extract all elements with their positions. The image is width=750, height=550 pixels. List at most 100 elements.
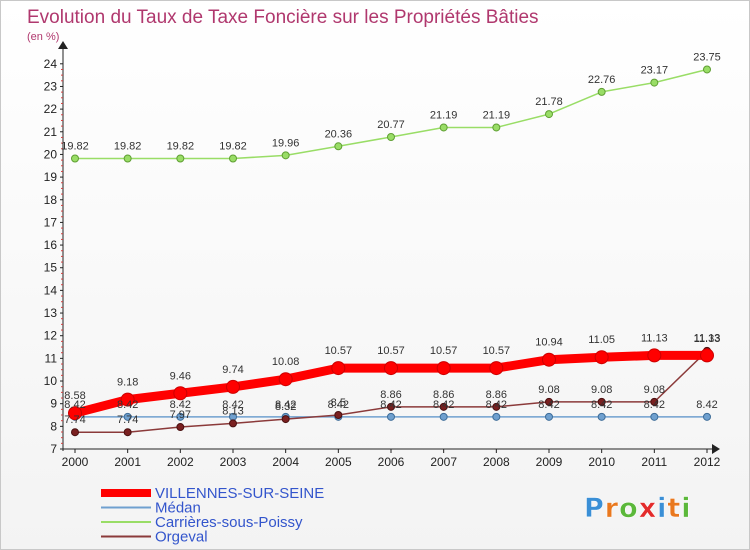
series-0-data-label: 10.57 (377, 345, 405, 357)
x-tick-label: 2009 (536, 455, 563, 469)
series-0-data-label: 10.94 (535, 337, 563, 349)
series-0-data-label: 10.08 (272, 356, 300, 368)
series-2-point (334, 142, 343, 151)
series-0-data-label: 8.58 (64, 390, 85, 402)
series-2-point (439, 123, 448, 132)
series-2-data-label: 23.17 (641, 65, 669, 77)
x-tick-label: 2002 (167, 455, 194, 469)
data-labels: 8.58 9.18 9.46 9.74 10.08 10.57 10.57 10.57 10.5… (61, 51, 721, 426)
series-0-data-label: 10.57 (430, 345, 458, 357)
series-0-data-label: 11.13 (641, 332, 668, 344)
series-0-point (278, 372, 293, 387)
x-tick-label: 2005 (325, 455, 352, 469)
y-tick-label: 21 (44, 125, 58, 139)
series-3-point (439, 402, 448, 411)
series-3-data-label: 7.74 (117, 414, 138, 426)
series-2-data-label: 19.82 (167, 141, 195, 153)
series-2-point (597, 87, 606, 96)
series-3-point (387, 402, 395, 411)
series-1-data-label: 8.42 (433, 399, 454, 411)
series-2-point (71, 154, 79, 163)
y-tick-label: 13 (44, 306, 58, 320)
series-3-point (71, 428, 79, 437)
chart-subtitle: (en %) (27, 31, 59, 43)
series-3-point (123, 428, 132, 437)
series-2-point (492, 123, 501, 132)
series-0-point (700, 348, 714, 363)
x-tick-label: 2007 (430, 455, 457, 469)
y-tick-label: 12 (44, 329, 58, 343)
series-2-point (281, 151, 290, 160)
series-0-point (647, 348, 662, 363)
legend-label-1: Médan (155, 500, 201, 517)
y-tick-label: 19 (44, 170, 58, 184)
series-1-point (439, 412, 448, 421)
series-3-point (597, 397, 606, 406)
y-tick-label: 9 (50, 397, 57, 411)
legend-label-3: Orgeval (155, 529, 208, 546)
series-1-data-label: 8.42 (328, 399, 349, 411)
series-2-point (387, 132, 395, 141)
proxiti-logo: Proxiti (584, 493, 692, 525)
legend-label-0: VILLENNES-SUR-SEINE (155, 485, 324, 502)
series-2-point (123, 154, 132, 163)
series-2-point (650, 78, 659, 87)
series-3-data-label: 8.86 (486, 389, 507, 401)
series-3-point (545, 397, 553, 406)
series-1-data-label: 8.42 (696, 399, 717, 411)
series-3-data-label: 8.32 (275, 401, 296, 413)
proxiti-logo-text: Proxiti (584, 493, 692, 524)
y-tick-label: 11 (45, 351, 58, 365)
series-1-point (387, 412, 395, 421)
series-3-point (176, 423, 185, 432)
series-0-point (594, 350, 609, 365)
series-1-point (703, 412, 711, 421)
x-tick-label: 2006 (378, 455, 405, 469)
series-2-data-label: 21.78 (535, 96, 563, 108)
series-lines (68, 65, 714, 437)
series-3-point (492, 402, 501, 411)
series-1-data-label: 8.42 (486, 399, 507, 411)
series-2-data-label: 20.77 (377, 119, 405, 131)
series-3-data-label: 8.13 (222, 405, 243, 417)
series-0-point (384, 361, 398, 376)
series-2-data-label: 21.19 (430, 109, 458, 121)
series-2-point (703, 65, 711, 74)
series-2-data-label: 23.75 (693, 51, 721, 63)
y-tick-label: 23 (44, 79, 58, 93)
y-tick-label: 14 (44, 283, 58, 297)
y-tick-label: 7 (50, 442, 57, 456)
series-0-data-label: 9.46 (170, 370, 191, 382)
series-1-point (545, 412, 553, 421)
x-tick-label: 2004 (272, 455, 299, 469)
x-tick-label: 2001 (114, 455, 141, 469)
series-1-point (123, 412, 132, 421)
series-3-data-label: 9.08 (644, 384, 665, 396)
series-3-point (650, 397, 659, 406)
series-1-data-label: 8.42 (644, 399, 665, 411)
series-1-point (492, 412, 501, 421)
y-tick-label: 17 (44, 215, 58, 229)
series-1-data-label: 8.42 (538, 399, 559, 411)
series-3-point (334, 411, 343, 420)
series-3-point (281, 415, 290, 424)
series-3-data-label: 9.08 (591, 384, 612, 396)
series-3-data-label: 8.86 (433, 389, 454, 401)
series-0-point (68, 406, 82, 421)
series-3-data-label: 9.08 (538, 384, 559, 396)
x-tick-label: 2011 (641, 455, 667, 469)
y-tick-label: 8 (50, 419, 57, 433)
series-0-data-label: 10.57 (483, 345, 511, 357)
series-0-point (173, 386, 188, 401)
series-0-data-label: 9.18 (117, 377, 138, 389)
series-3-data-label: 7.97 (170, 409, 191, 421)
series-1-data-label: 8.42 (117, 399, 138, 411)
series-1-data-label: 8.42 (170, 399, 191, 411)
chart-title: Evolution du Taux de Taxe Foncière sur l… (27, 7, 539, 28)
series-1-data-label: 8.42 (380, 399, 401, 411)
series-1-point (597, 412, 606, 421)
y-tick-label: 24 (44, 57, 58, 71)
series-0-point (436, 361, 451, 376)
y-axis-arrow (58, 41, 68, 49)
